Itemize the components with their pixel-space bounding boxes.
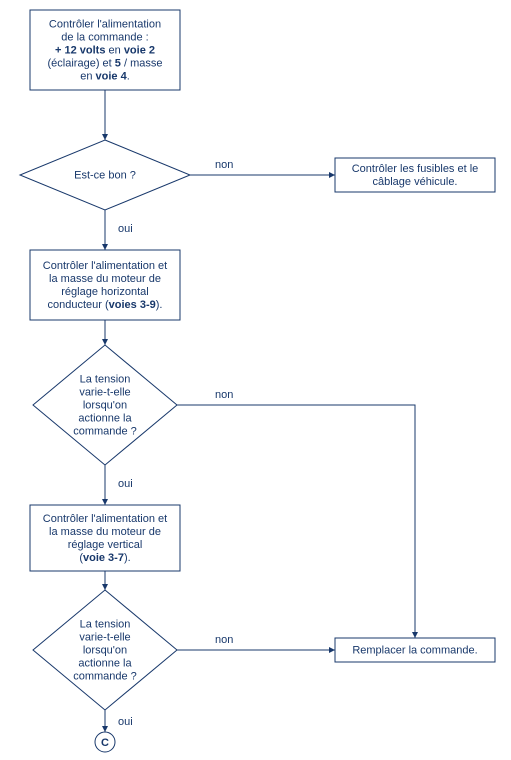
label-non2: non [215, 389, 233, 401]
svg-text:actionne la: actionne la [78, 658, 132, 670]
label-oui2: oui [118, 478, 133, 490]
svg-text:+ 12 volts en voie 2: + 12 volts en voie 2 [55, 45, 155, 57]
svg-text:Contrôler l'alimentation: Contrôler l'alimentation [49, 19, 161, 31]
flowchart-canvas: Contrôler l'alimentationde la commande :… [0, 0, 511, 760]
connector-label-c1: C [101, 737, 109, 749]
svg-text:varie-t-elle: varie-t-elle [79, 632, 130, 644]
svg-text:réglage vertical: réglage vertical [68, 539, 143, 551]
svg-text:actionne la: actionne la [78, 413, 132, 425]
svg-text:Remplacer la commande.: Remplacer la commande. [352, 645, 477, 657]
label-oui3: oui [118, 716, 133, 728]
svg-text:Contrôler les fusibles et le: Contrôler les fusibles et le [352, 163, 479, 175]
svg-text:La tension: La tension [80, 374, 131, 386]
svg-text:Contrôler l'alimentation et: Contrôler l'alimentation et [43, 260, 167, 272]
svg-text:(éclairage) et 5 / masse: (éclairage) et 5 / masse [48, 58, 163, 70]
svg-text:de la commande :: de la commande : [61, 32, 148, 44]
svg-text:lorsqu'on: lorsqu'on [83, 400, 127, 412]
svg-text:La tension: La tension [80, 619, 131, 631]
svg-text:Contrôler l'alimentation et: Contrôler l'alimentation et [43, 513, 167, 525]
svg-text:commande ?: commande ? [73, 426, 137, 438]
svg-text:réglage horizontal: réglage horizontal [61, 286, 148, 298]
svg-text:la masse du moteur de: la masse du moteur de [49, 273, 161, 285]
svg-text:Est-ce bon ?: Est-ce bon ? [74, 170, 136, 182]
svg-text:lorsqu'on: lorsqu'on [83, 645, 127, 657]
process-text-n2: Contrôler l'alimentation etla masse du m… [43, 260, 167, 311]
svg-text:varie-t-elle: varie-t-elle [79, 387, 130, 399]
label-non1: non [215, 159, 233, 171]
svg-text:commande ?: commande ? [73, 671, 137, 683]
decision-text-d1: Est-ce bon ? [74, 170, 136, 182]
svg-text:la masse du moteur de: la masse du moteur de [49, 526, 161, 538]
label-oui1: oui [118, 223, 133, 235]
label-non3: non [215, 634, 233, 646]
svg-text:câblage véhicule.: câblage véhicule. [372, 176, 457, 188]
edge-8 [177, 405, 415, 638]
svg-text:en voie 4.: en voie 4. [80, 71, 130, 83]
process-text-r2: Remplacer la commande. [352, 645, 477, 657]
svg-text:(voie 3-7).: (voie 3-7). [79, 552, 130, 564]
svg-text:conducteur (voies 3-9).: conducteur (voies 3-9). [48, 299, 163, 311]
